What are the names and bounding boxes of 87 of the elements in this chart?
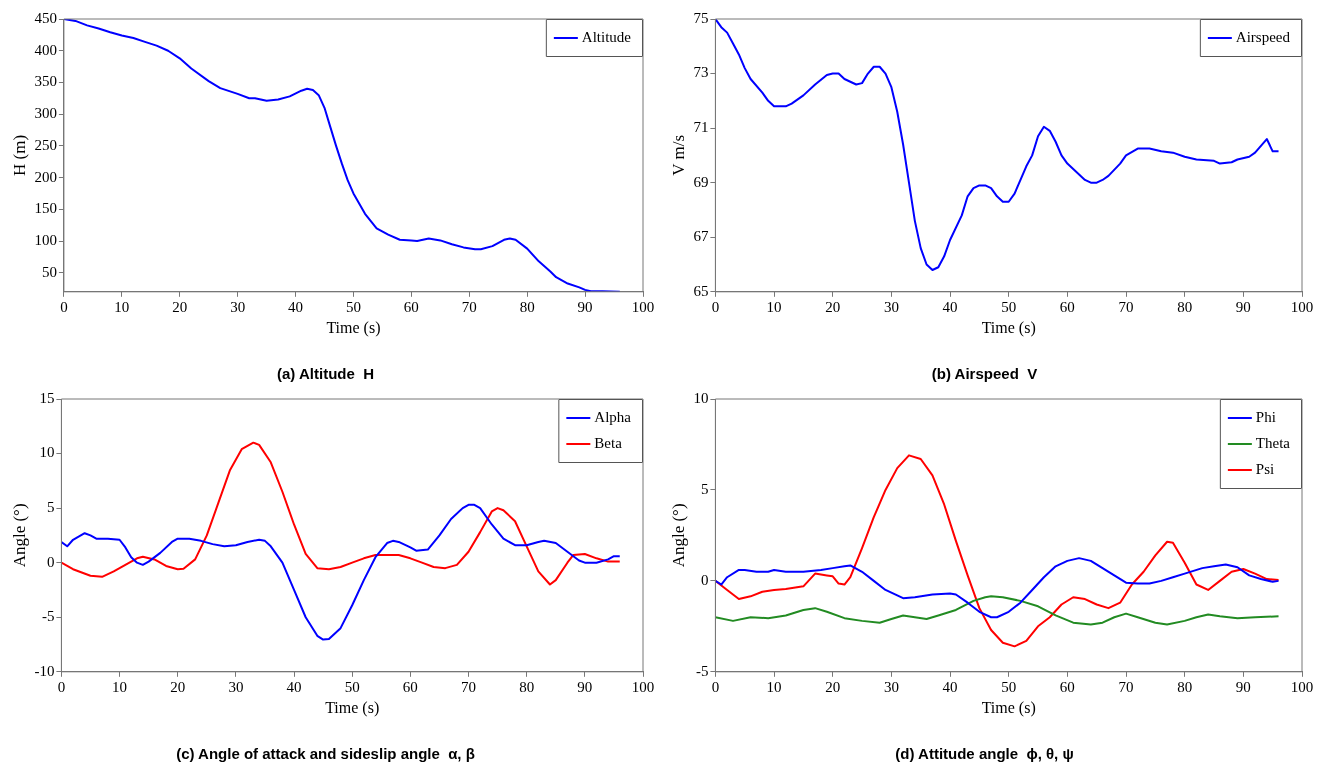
- y-axis-title: Angle (°): [9, 503, 29, 568]
- x-tick-label: 60: [402, 678, 418, 695]
- x-tick-label: 70: [461, 298, 477, 315]
- x-tick-label: 40: [942, 298, 958, 315]
- x-tick-label: 20: [170, 678, 186, 695]
- y-axis-title: H (m): [9, 134, 29, 176]
- y-tick-label: 300: [34, 105, 57, 122]
- x-tick-label: 0: [711, 298, 720, 315]
- x-tick-label: 100: [1290, 298, 1314, 315]
- x-tick-label: 60: [403, 298, 419, 315]
- x-tick-label: 100: [631, 678, 655, 695]
- x-tick-label: 100: [631, 298, 655, 315]
- text: (a) Altitude H: [277, 365, 374, 383]
- y-tick-label: 10: [39, 444, 55, 461]
- x-tick-label: 40: [286, 678, 302, 695]
- x-tick-label: 10: [112, 678, 128, 695]
- legend-label: Beta: [594, 434, 623, 451]
- y-tick-label: 150: [34, 200, 57, 217]
- legend-label: Theta: [1255, 434, 1291, 451]
- y-tick-label: 67: [693, 228, 709, 245]
- y-tick-label: 71: [693, 119, 709, 136]
- x-tick-label: 80: [1177, 298, 1193, 315]
- y-tick-label: -5: [41, 608, 55, 625]
- x-tick-label: 30: [883, 678, 899, 695]
- x-tick-label: 10: [114, 298, 130, 315]
- x-tick-label: 90: [577, 678, 593, 695]
- y-tick-label: 200: [34, 168, 57, 185]
- x-axis-title: Time (s): [981, 318, 1036, 337]
- x-tick-label: 60: [1059, 678, 1075, 695]
- x-axis-title: Time (s): [981, 698, 1036, 717]
- x-tick-label: 0: [711, 678, 720, 695]
- x-tick-label: 30: [883, 298, 899, 315]
- x-tick-label: 20: [825, 298, 841, 315]
- legend-label: Psi: [1255, 460, 1275, 477]
- y-tick-label: 73: [693, 64, 709, 81]
- x-axis-title: Time (s): [326, 318, 381, 337]
- x-tick-label: 70: [1118, 298, 1134, 315]
- x-tick-label: 0: [60, 298, 68, 315]
- y-tick-label: 15: [39, 389, 55, 406]
- x-tick-label: 60: [1059, 298, 1075, 315]
- x-tick-label: 80: [519, 298, 535, 315]
- y-tick-label: -5: [695, 662, 709, 679]
- x-tick-label: 100: [1290, 678, 1314, 695]
- y-tick-label: 450: [34, 9, 57, 26]
- y-tick-label: 10: [693, 389, 709, 406]
- y-axis-title: Angle (°): [668, 503, 688, 568]
- text: (d) Attitude angle ϕ, θ, ψ: [895, 745, 1074, 763]
- x-tick-label: 70: [1118, 678, 1134, 695]
- x-tick-label: 90: [577, 298, 593, 315]
- x-tick-label: 50: [1001, 298, 1017, 315]
- y-tick-label: 0: [700, 571, 709, 588]
- x-tick-label: 90: [1235, 678, 1251, 695]
- x-tick-label: 10: [766, 298, 782, 315]
- y-tick-label: 75: [693, 9, 709, 26]
- y-tick-label: 100: [34, 231, 57, 248]
- x-tick-label: 50: [1001, 678, 1017, 695]
- x-tick-label: 30: [230, 298, 246, 315]
- x-tick-label: 50: [345, 298, 361, 315]
- legend-label: Phi: [1255, 408, 1276, 425]
- text: (b) Airspeed V: [931, 365, 1038, 383]
- x-tick-label: 20: [172, 298, 188, 315]
- y-tick-label: 350: [34, 73, 57, 90]
- y-tick-label: 65: [693, 282, 709, 299]
- x-tick-label: 80: [1177, 678, 1193, 695]
- y-tick-label: -10: [34, 662, 55, 679]
- legend-label: Airspeed: [1235, 28, 1291, 45]
- y-tick-label: 0: [46, 553, 55, 570]
- x-tick-label: 30: [228, 678, 244, 695]
- y-tick-label: 400: [34, 41, 57, 58]
- x-tick-label: 40: [942, 678, 958, 695]
- legend-label: Altitude: [581, 28, 632, 45]
- x-tick-label: 10: [766, 678, 782, 695]
- x-tick-label: 50: [344, 678, 360, 695]
- x-axis-title: Time (s): [325, 698, 380, 717]
- text: (c) Angle of attack and sideslip angle α, β: [176, 745, 475, 763]
- y-axis-title: V m/s: [668, 135, 688, 176]
- y-tick-label: 69: [693, 173, 709, 190]
- y-tick-label: 50: [41, 263, 57, 280]
- y-tick-label: 250: [34, 136, 57, 153]
- x-tick-label: 70: [461, 678, 477, 695]
- y-tick-label: 5: [46, 499, 55, 516]
- x-tick-label: 80: [519, 678, 535, 695]
- x-tick-label: 20: [825, 678, 841, 695]
- legend-label: Alpha: [594, 408, 632, 425]
- x-tick-label: 90: [1235, 298, 1251, 315]
- x-tick-label: 40: [288, 298, 304, 315]
- y-tick-label: 5: [700, 480, 709, 497]
